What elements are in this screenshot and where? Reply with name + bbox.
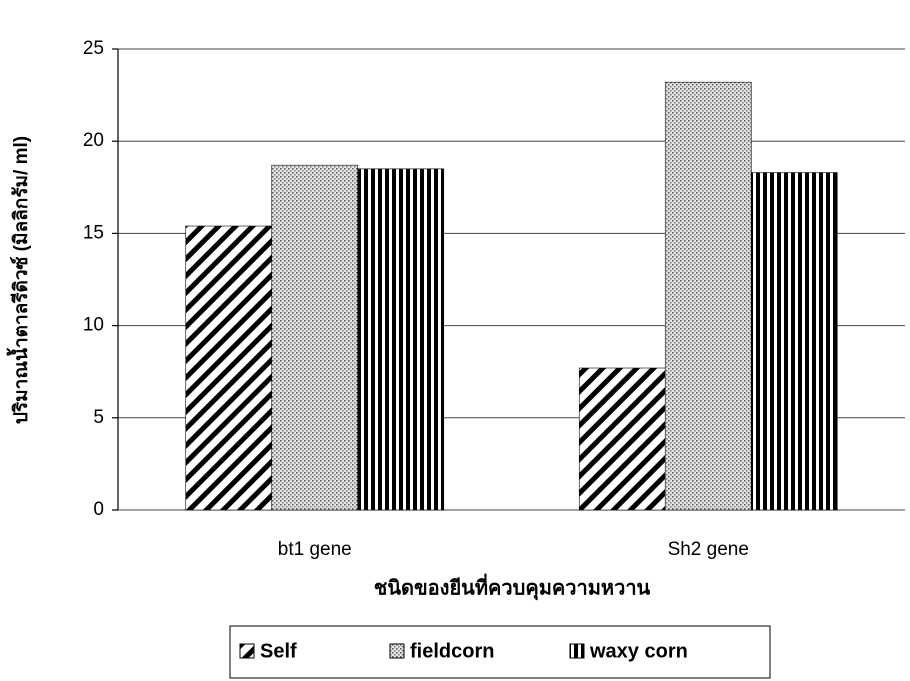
legend-label: waxy corn — [589, 640, 688, 662]
legend-box — [230, 626, 770, 678]
bar — [579, 368, 665, 510]
legend-label: Self — [260, 640, 297, 662]
y-tick-label: 25 — [83, 38, 104, 59]
legend-label: fieldcorn — [410, 640, 494, 662]
bar — [272, 165, 358, 510]
x-axis-label: ชนิดของยีนที่ควบคุมความหวาน — [374, 572, 651, 600]
y-tick-label: 15 — [83, 222, 104, 243]
bar — [186, 226, 272, 510]
legend-swatch — [240, 644, 254, 658]
legend-swatch — [570, 644, 584, 658]
chart: ปริมาณน้ำตาลรีดิวซ์ (มิลลิกรัม/ ml) ชนิด… — [0, 0, 910, 681]
legend-swatch — [390, 644, 404, 658]
y-tick-label: 20 — [83, 130, 104, 151]
x-tick-label: Sh2 gene — [668, 539, 749, 560]
y-axis-label: ปริมาณน้ำตาลรีดิวซ์ (มิลลิกรัม/ ml) — [6, 136, 32, 424]
x-tick-label: bt1 gene — [278, 539, 352, 560]
bar — [751, 173, 837, 510]
bar — [358, 169, 444, 510]
y-tick-label: 5 — [93, 407, 104, 428]
y-tick-label: 10 — [83, 315, 104, 336]
bar — [665, 82, 751, 510]
y-tick-label: 0 — [93, 499, 104, 520]
